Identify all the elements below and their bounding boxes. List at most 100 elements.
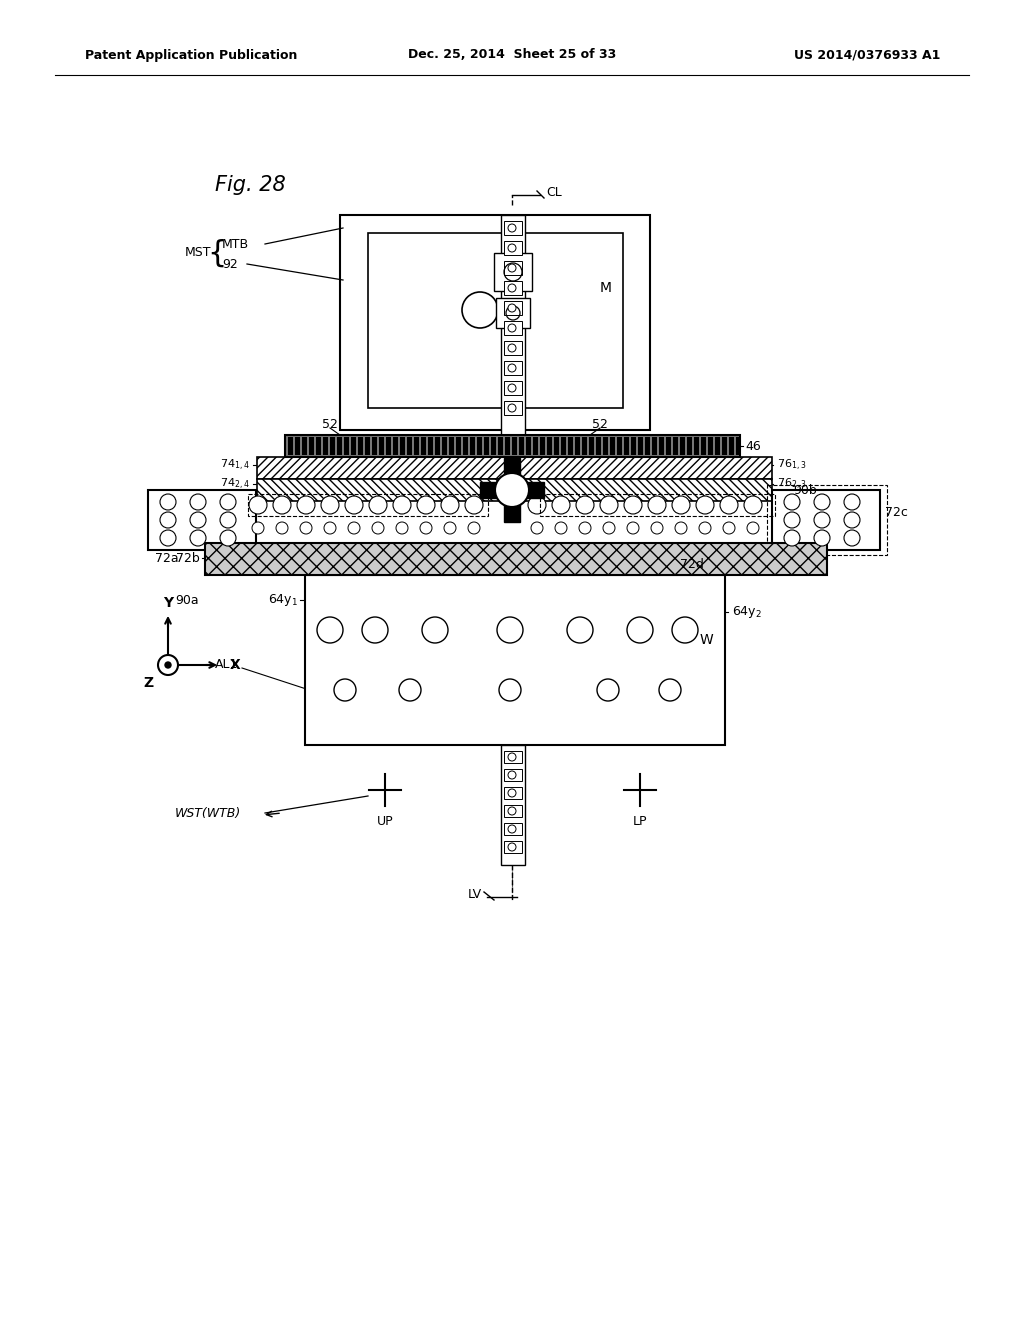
Bar xyxy=(617,437,622,455)
Circle shape xyxy=(603,521,615,535)
Text: 52: 52 xyxy=(323,418,338,432)
Circle shape xyxy=(508,264,516,272)
Circle shape xyxy=(651,521,663,535)
Bar xyxy=(736,437,741,455)
Circle shape xyxy=(441,496,459,513)
Bar xyxy=(680,437,685,455)
Text: M: M xyxy=(600,281,612,294)
Bar xyxy=(554,437,559,455)
Circle shape xyxy=(273,496,291,513)
Circle shape xyxy=(784,512,800,528)
Circle shape xyxy=(567,616,593,643)
Circle shape xyxy=(508,789,516,797)
Circle shape xyxy=(627,616,653,643)
Bar xyxy=(561,437,566,455)
Circle shape xyxy=(252,521,264,535)
Bar xyxy=(330,437,335,455)
Circle shape xyxy=(600,496,618,513)
Bar xyxy=(673,437,678,455)
Text: Fig. 28: Fig. 28 xyxy=(215,176,286,195)
Bar xyxy=(659,437,664,455)
Circle shape xyxy=(531,521,543,535)
Bar xyxy=(368,234,623,408)
Bar xyxy=(504,281,522,294)
Bar xyxy=(490,437,496,455)
Bar xyxy=(365,437,370,455)
Bar xyxy=(666,437,671,455)
Bar xyxy=(575,437,580,455)
Circle shape xyxy=(508,345,516,352)
Bar xyxy=(148,490,256,550)
Bar xyxy=(701,437,706,455)
Circle shape xyxy=(844,494,860,510)
Bar xyxy=(519,437,524,455)
Circle shape xyxy=(579,521,591,535)
Bar xyxy=(285,436,740,457)
Bar xyxy=(504,751,522,763)
Bar xyxy=(414,437,419,455)
Text: WST(WTB): WST(WTB) xyxy=(175,807,242,820)
Text: {: { xyxy=(207,239,226,268)
Text: Patent Application Publication: Patent Application Publication xyxy=(85,49,297,62)
Circle shape xyxy=(321,496,339,513)
Bar xyxy=(386,437,391,455)
Bar xyxy=(498,437,503,455)
Bar xyxy=(323,437,328,455)
Circle shape xyxy=(324,521,336,535)
Bar xyxy=(767,484,887,554)
Bar xyxy=(340,215,650,430)
Bar xyxy=(504,301,522,315)
Bar xyxy=(358,437,362,455)
Bar xyxy=(504,381,522,395)
Text: 52: 52 xyxy=(592,418,608,432)
Text: 64y$_2$: 64y$_2$ xyxy=(732,605,762,620)
Bar xyxy=(379,437,384,455)
Circle shape xyxy=(552,496,570,513)
Circle shape xyxy=(508,843,516,851)
Circle shape xyxy=(444,521,456,535)
Bar xyxy=(603,437,608,455)
Bar xyxy=(772,490,880,550)
Bar xyxy=(645,437,650,455)
Bar xyxy=(504,770,522,781)
Circle shape xyxy=(497,616,523,643)
Bar xyxy=(504,822,522,836)
Circle shape xyxy=(720,496,738,513)
Circle shape xyxy=(528,496,546,513)
Circle shape xyxy=(746,521,759,535)
Bar xyxy=(421,437,426,455)
Bar xyxy=(624,437,629,455)
Text: 90a: 90a xyxy=(175,594,199,606)
Circle shape xyxy=(844,531,860,546)
Circle shape xyxy=(160,494,176,510)
Bar xyxy=(504,401,522,414)
Bar xyxy=(494,253,532,290)
Circle shape xyxy=(369,496,387,513)
Text: AL1: AL1 xyxy=(215,659,239,672)
Circle shape xyxy=(696,496,714,513)
Bar xyxy=(305,576,725,744)
Text: 72c: 72c xyxy=(885,506,908,519)
Bar xyxy=(337,437,342,455)
Circle shape xyxy=(744,496,762,513)
Circle shape xyxy=(499,678,521,701)
Circle shape xyxy=(220,531,236,546)
Text: 72a: 72a xyxy=(155,552,178,565)
Bar xyxy=(610,437,615,455)
Bar xyxy=(351,437,356,455)
Text: US 2014/0376933 A1: US 2014/0376933 A1 xyxy=(794,49,940,62)
Circle shape xyxy=(372,521,384,535)
Text: MTB: MTB xyxy=(222,238,249,251)
Bar xyxy=(504,261,522,275)
Circle shape xyxy=(220,512,236,528)
Circle shape xyxy=(814,494,830,510)
Bar xyxy=(504,220,522,235)
Bar xyxy=(547,437,552,455)
Bar xyxy=(501,744,525,865)
Bar xyxy=(582,437,587,455)
Circle shape xyxy=(300,521,312,535)
Circle shape xyxy=(672,496,690,513)
Bar xyxy=(504,360,522,375)
Circle shape xyxy=(814,531,830,546)
Text: LP: LP xyxy=(633,814,647,828)
